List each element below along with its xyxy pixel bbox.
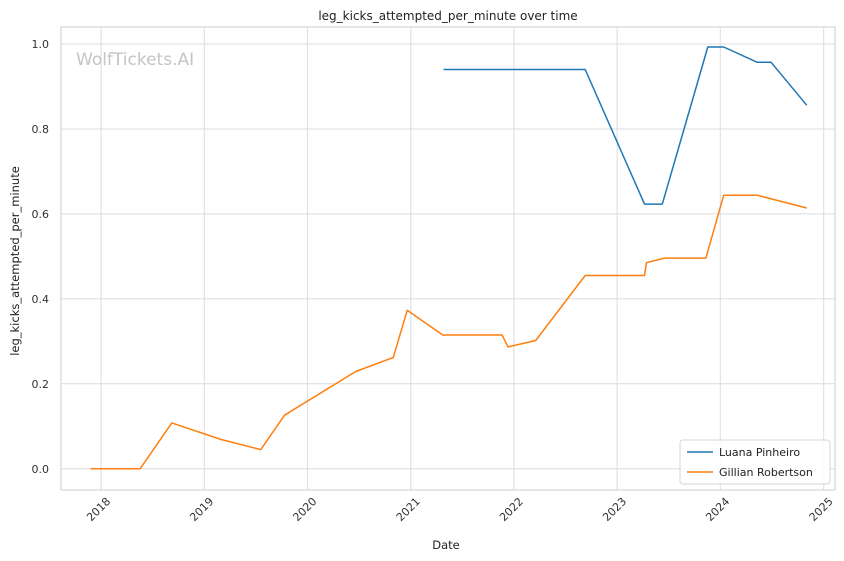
x-tick-label: 2020 [290, 495, 319, 524]
legend-label-gillian-robertson: Gillian Robertson [719, 466, 813, 479]
x-tick-label: 2019 [187, 495, 216, 524]
x-axis-title: Date [432, 538, 460, 552]
x-tick-label: 2022 [497, 495, 526, 524]
y-tick-label: 0.2 [32, 378, 50, 391]
grid-lines [61, 27, 835, 490]
y-tick-label: 0.0 [32, 463, 50, 476]
y-tick-label: 0.8 [32, 123, 50, 136]
y-tick-label: 0.6 [32, 208, 50, 221]
y-axis-ticks: 0.0 0.2 0.4 0.6 0.8 1.0 [32, 38, 50, 476]
series-line-luana-pinheiro [443, 46, 808, 205]
x-tick-label: 2025 [807, 495, 836, 524]
series-lines [90, 46, 808, 470]
legend-label-luana-pinheiro: Luana Pinheiro [719, 446, 800, 459]
y-axis-title: leg_kicks_attempted_per_minute [8, 166, 22, 356]
series-line-gillian-robertson [90, 194, 807, 470]
y-tick-label: 0.4 [32, 293, 50, 306]
plot-area-frame [60, 26, 836, 491]
chart-title: leg_kicks_attempted_per_minute over time [318, 9, 577, 23]
x-axis-ticks: 2018 2019 2020 2021 2022 2023 2024 2025 [84, 495, 836, 524]
watermark: WolfTickets.AI [76, 50, 194, 70]
legend-box [679, 439, 831, 485]
x-tick-label: 2024 [703, 495, 732, 524]
x-tick-label: 2018 [84, 495, 113, 524]
legend: Luana Pinheiro Gillian Robertson [679, 439, 831, 485]
x-tick-label: 2021 [394, 495, 423, 524]
y-tick-label: 1.0 [32, 38, 50, 51]
x-tick-label: 2023 [600, 495, 629, 524]
